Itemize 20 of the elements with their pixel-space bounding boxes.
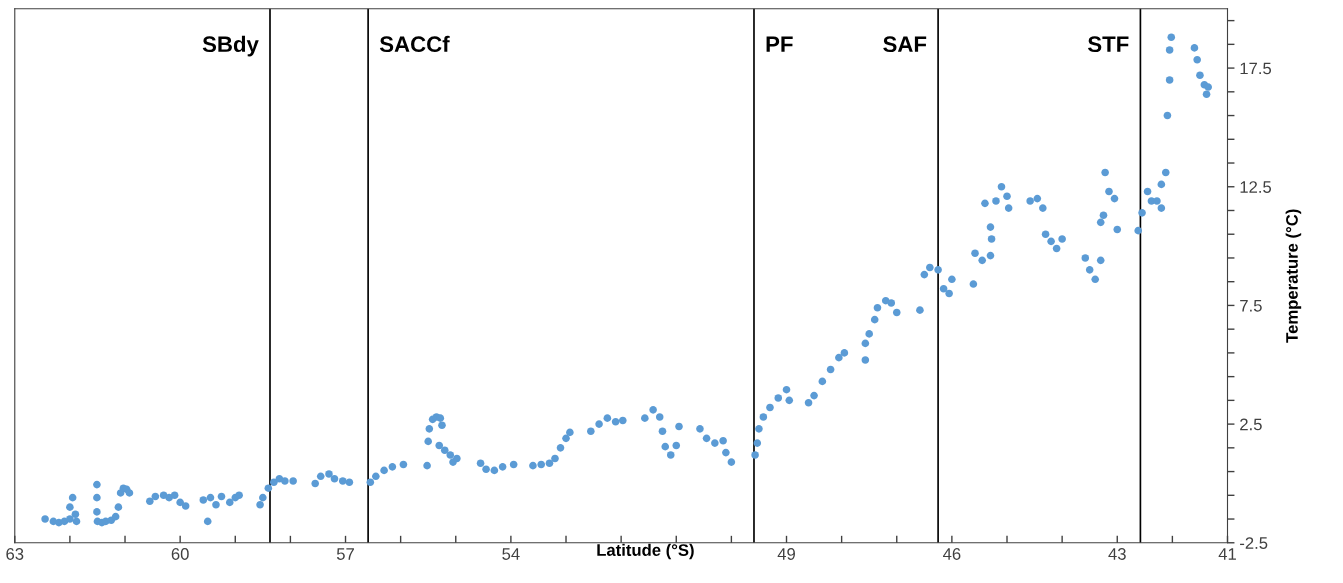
x-tick-label: 46 [943,548,961,560]
x-tick-label: 49 [777,548,795,560]
x-tick-label: 63 [6,548,24,560]
y-tick-label: 17.5 [1240,62,1272,75]
ref-line-label: SAF [883,36,927,53]
x-axis-title: Latitude (°S) [597,543,694,560]
x-tick-label: 57 [336,548,354,560]
y-tick-label: 12.5 [1240,181,1272,193]
ref-line-label: SBdy [202,35,259,57]
ref-line-label: PF [766,36,793,52]
x-tick-label: 41 [1218,548,1236,560]
x-tick-label: 54 [502,548,520,560]
ref-line-label: STF [1087,36,1129,53]
x-tick-label: 60 [171,548,189,560]
y-tick-label: -2.5 [1240,537,1268,549]
y-tick-label: 2.5 [1240,418,1262,431]
x-tick-label: 43 [1108,548,1126,560]
ref-line-label: SACCf [379,35,450,53]
y-axis-title: Temperature (°C) [1285,209,1302,343]
y-tick-label: 7.5 [1240,300,1262,312]
